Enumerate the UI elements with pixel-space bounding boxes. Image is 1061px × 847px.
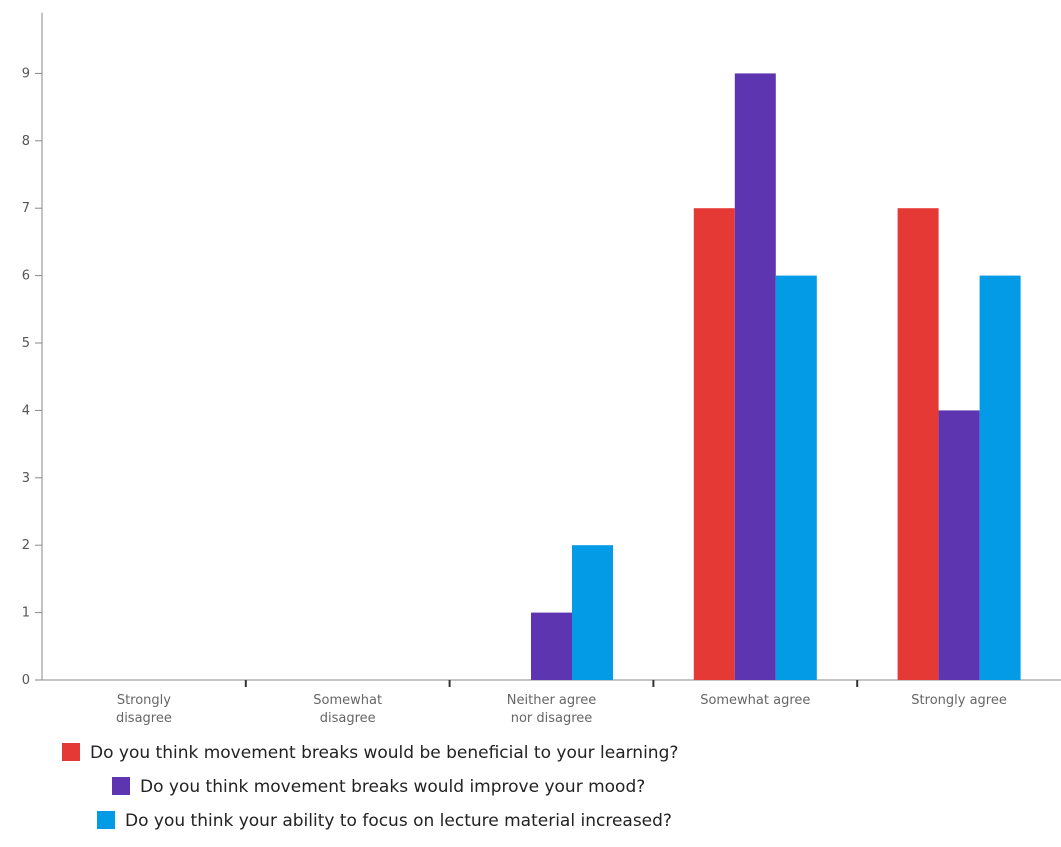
x-category-label: nor disagree: [511, 711, 593, 726]
bar-series-3-category-4: [775, 275, 817, 680]
legend: Do you think movement breaks would be be…: [62, 743, 678, 831]
bars: [531, 73, 1021, 680]
y-tick-label: 2: [22, 538, 30, 553]
legend-swatch: [62, 743, 80, 761]
legend-label: Do you think movement breaks would impro…: [140, 777, 645, 797]
x-category-label: Neither agree: [507, 693, 596, 708]
bar-series-2-category-5: [938, 410, 980, 680]
x-category-label: Somewhat agree: [700, 693, 810, 708]
x-category-label: Strongly: [117, 693, 171, 708]
x-category-label: disagree: [116, 711, 172, 726]
legend-label: Do you think your ability to focus on le…: [125, 811, 672, 831]
y-tick-label: 6: [22, 269, 30, 284]
x-axis: Strongly disagree Somewhat disagree Neither …: [42, 679, 1061, 726]
x-category-label: Somewhat: [313, 693, 382, 708]
x-category-label: Strongly agree: [911, 693, 1007, 708]
y-tick-label: 0: [22, 673, 30, 688]
y-tick-label: 1: [22, 606, 30, 621]
bar-series-3-category-5: [979, 275, 1021, 680]
y-tick-label: 4: [22, 403, 30, 418]
bar-series-3-category-3: [572, 545, 613, 680]
legend-label: Do you think movement breaks would be be…: [90, 743, 678, 763]
x-category-label: disagree: [320, 711, 376, 726]
y-tick-label: 5: [22, 336, 30, 351]
y-tick-label: 8: [22, 134, 30, 149]
y-axis: 0 1 2 3 4 5 6 7 8 9: [22, 12, 43, 688]
bar-series-2-category-4: [734, 73, 776, 680]
bar-series-1-category-5: [897, 208, 939, 680]
legend-swatch: [97, 811, 115, 829]
y-tick-label: 3: [22, 471, 30, 486]
bar-series-1-category-4: [693, 208, 735, 680]
bar-series-2-category-3: [531, 612, 572, 680]
legend-swatch: [112, 777, 130, 795]
y-tick-label: 7: [22, 201, 30, 216]
y-tick-label: 9: [22, 66, 30, 81]
